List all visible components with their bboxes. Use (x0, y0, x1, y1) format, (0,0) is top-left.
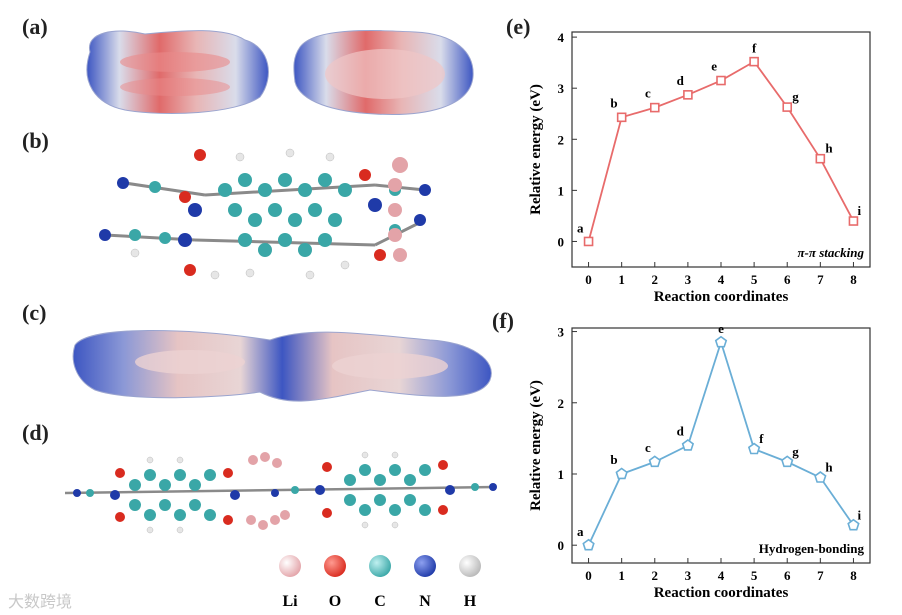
point-label: c (645, 86, 651, 101)
svg-text:N: N (419, 593, 431, 610)
data-point (747, 442, 761, 455)
panel-label-f: (f) (492, 308, 514, 333)
point-label: h (825, 460, 833, 475)
energy-chart-pi-stacking: 0 1 2 3 4 5 6 7 8 0 1 2 3 4 Reaction coordinates Relati… (528, 30, 871, 305)
point-label: h (825, 141, 833, 156)
panel-label-c: (c) (22, 300, 47, 325)
x-tick-label: 8 (850, 568, 857, 583)
y-tick-label: 1 (558, 183, 565, 198)
point-label: d (677, 73, 685, 88)
x-tick-label: 1 (618, 568, 625, 583)
x-tick-label: 1 (618, 272, 625, 287)
chart-annotation: π-π stacking (797, 245, 864, 260)
y-tick-label: 0 (558, 234, 565, 249)
x-tick-label: 4 (718, 568, 725, 583)
y-tick-label: 0 (558, 538, 565, 553)
atom-legend: Li O C N H (279, 555, 481, 610)
series-line (587, 339, 855, 546)
panel-label-d: (d) (22, 420, 49, 445)
data-point (782, 102, 793, 112)
y-axis-label: Relative energy (eV) (528, 380, 544, 511)
x-tick-label: 3 (685, 568, 692, 583)
x-tick-label: 6 (784, 568, 791, 583)
point-label: e (718, 321, 724, 336)
energy-chart-hydrogen-bonding: 0 1 2 3 4 5 6 7 8 0 1 2 3 Reaction coordinates Relativ… (528, 321, 871, 601)
data-point (616, 112, 627, 123)
panel-label-b: (b) (22, 128, 49, 153)
data-point (815, 153, 826, 164)
data-point (681, 439, 695, 451)
point-label: g (792, 89, 799, 104)
svg-text:Li: Li (282, 593, 298, 610)
y-tick-label: 2 (558, 132, 565, 147)
legend-item-li: Li (279, 555, 301, 610)
data-point (582, 538, 595, 551)
data-point (714, 335, 728, 348)
plot-frame (571, 327, 871, 564)
data-point (814, 471, 827, 483)
data-point (716, 75, 726, 86)
point-label: a (577, 220, 584, 235)
data-point (781, 455, 794, 468)
point-label: a (577, 524, 584, 539)
y-tick-label: 1 (558, 467, 565, 482)
point-label: b (610, 95, 617, 110)
y-axis-label: Relative energy (eV) (528, 84, 544, 215)
molecule-hbonded-ball-stick (65, 451, 497, 534)
panel-label-a: (a) (22, 14, 48, 39)
data-point (648, 455, 661, 468)
x-tick-label: 7 (817, 272, 824, 287)
data-point (649, 102, 660, 113)
x-tick-label: 0 (585, 272, 592, 287)
x-axis-label: Reaction coordinates (654, 289, 789, 305)
x-tick-label: 7 (817, 568, 824, 583)
esp-blob-left (86, 30, 269, 115)
svg-text:C: C (374, 593, 386, 610)
point-label: f (752, 41, 757, 56)
data-point (583, 236, 594, 247)
data-point (749, 56, 759, 67)
x-axis-label: Reaction coordinates (654, 585, 789, 601)
legend-item-h: H (459, 555, 481, 610)
esp-surface-stacked (86, 30, 474, 115)
esp-surface-hbonded (72, 330, 492, 402)
x-tick-label: 5 (751, 272, 758, 287)
x-tick-label: 2 (652, 568, 659, 583)
data-point (848, 216, 859, 226)
data-point (615, 467, 628, 480)
data-point (683, 90, 693, 100)
x-tick-label: 3 (685, 272, 692, 287)
esp-blob-right (293, 30, 474, 115)
molecule-stacked-ball-stick (99, 148, 431, 280)
point-label: g (792, 444, 799, 459)
watermark: 大数跨境 (8, 594, 73, 611)
point-label: i (857, 507, 861, 522)
point-label: f (759, 431, 764, 446)
x-tick-label: 2 (652, 272, 659, 287)
x-tick-label: 5 (751, 568, 758, 583)
legend-item-c: C (369, 555, 391, 610)
point-label: e (711, 59, 717, 74)
svg-text:O: O (329, 593, 341, 610)
point-label: b (610, 452, 617, 467)
chart-annotation: Hydrogen-bonding (759, 541, 865, 556)
x-tick-label: 8 (850, 272, 857, 287)
series-line (587, 60, 855, 242)
y-tick-label: 2 (558, 396, 565, 411)
x-tick-label: 6 (784, 272, 791, 287)
legend-item-o: O (324, 555, 346, 610)
x-tick-label: 0 (585, 568, 592, 583)
x-tick-label: 4 (718, 272, 725, 287)
point-label: i (857, 203, 861, 218)
y-tick-label: 3 (558, 81, 565, 96)
point-label: c (645, 440, 651, 455)
legend-item-n: N (414, 555, 436, 610)
y-tick-label: 3 (558, 325, 565, 340)
data-point (847, 518, 860, 531)
y-tick-label: 4 (558, 30, 565, 45)
svg-text:H: H (464, 593, 477, 610)
point-label: d (677, 424, 685, 439)
panel-label-e: (e) (506, 14, 531, 39)
